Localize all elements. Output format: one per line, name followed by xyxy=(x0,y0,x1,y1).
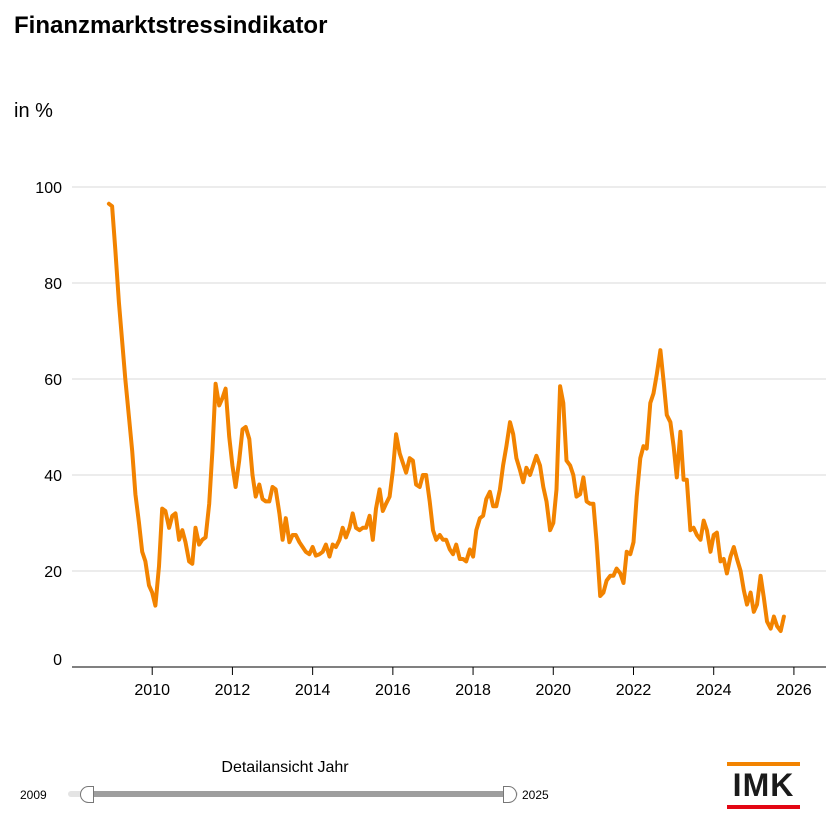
y-tick-labels: 0 20 40 60 80 100 xyxy=(35,180,62,669)
logo-bottom-bar xyxy=(727,805,800,809)
x-tick-label: 2022 xyxy=(616,682,652,699)
slider-max-label: 2025 xyxy=(522,788,549,802)
x-tick-labels: 2010 2012 2014 2016 2018 2020 2022 2024 2026 xyxy=(134,682,811,699)
slider-handle-end[interactable] xyxy=(503,786,517,803)
series-line xyxy=(106,201,786,633)
logo-top-bar xyxy=(727,762,800,766)
x-tick-label: 2024 xyxy=(696,682,732,699)
grid-lines xyxy=(72,186,826,572)
y-tick-label: 0 xyxy=(53,652,62,669)
y-axis-unit: in % xyxy=(14,100,53,122)
chart-title: Finanzmarktstressindikator xyxy=(14,12,328,39)
y-tick-label: 60 xyxy=(44,372,62,389)
y-tick-label: 20 xyxy=(44,564,62,581)
x-axis xyxy=(72,666,826,675)
slider-handle-start[interactable] xyxy=(80,786,94,803)
y-tick-label: 100 xyxy=(35,180,62,197)
x-tick-label: 2016 xyxy=(375,682,411,699)
x-tick-label: 2020 xyxy=(535,682,571,699)
x-tick-label: 2012 xyxy=(215,682,251,699)
y-tick-label: 80 xyxy=(44,276,62,293)
slider-range-fill[interactable] xyxy=(88,791,510,797)
imk-logo: IMK xyxy=(727,762,800,810)
slider-min-label: 2009 xyxy=(20,788,47,802)
x-tick-label: 2010 xyxy=(134,682,170,699)
logo-text: IMK xyxy=(732,767,795,803)
x-tick-label: 2018 xyxy=(455,682,491,699)
y-tick-label: 40 xyxy=(44,468,62,485)
slider-label: Detailansicht Jahr xyxy=(221,759,349,776)
x-tick-label: 2014 xyxy=(295,682,331,699)
line-chart: 0 20 40 60 80 100 2010 2012 2014 2016 2018 2020 202… xyxy=(35,180,826,699)
x-tick-label: 2026 xyxy=(776,682,812,699)
series-group xyxy=(106,201,786,633)
